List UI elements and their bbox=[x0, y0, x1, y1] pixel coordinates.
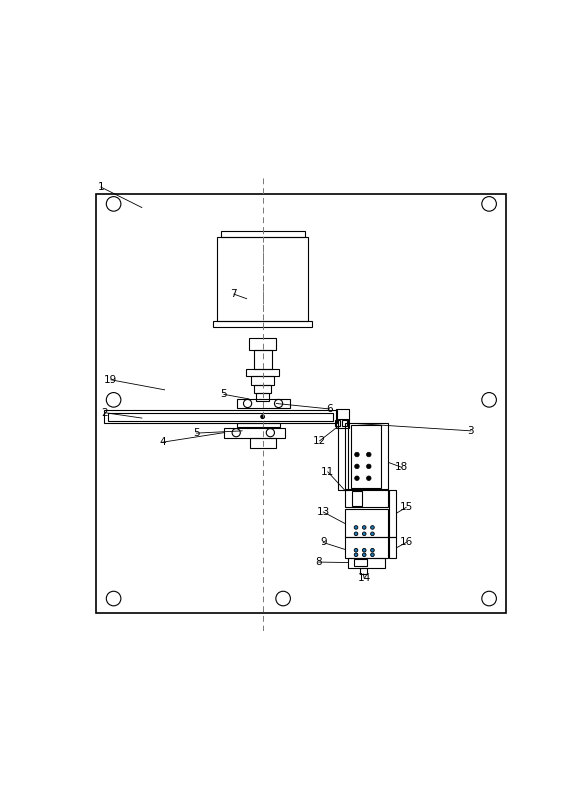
Bar bbox=[246, 369, 279, 376]
Circle shape bbox=[355, 464, 359, 469]
Bar bbox=[256, 392, 269, 401]
Bar bbox=[249, 338, 276, 350]
Bar bbox=[236, 400, 289, 407]
Circle shape bbox=[370, 532, 374, 535]
Bar bbox=[105, 411, 337, 423]
Text: 1: 1 bbox=[98, 182, 104, 192]
Circle shape bbox=[370, 553, 374, 557]
Text: 9: 9 bbox=[320, 538, 326, 547]
Circle shape bbox=[366, 476, 371, 480]
Bar bbox=[345, 538, 388, 558]
Bar bbox=[348, 558, 385, 567]
Bar bbox=[251, 376, 274, 385]
Text: 5: 5 bbox=[220, 389, 227, 400]
Text: 18: 18 bbox=[395, 463, 408, 472]
Bar bbox=[345, 423, 388, 490]
Circle shape bbox=[355, 452, 359, 457]
Text: 3: 3 bbox=[467, 426, 474, 435]
Circle shape bbox=[354, 548, 358, 552]
Bar bbox=[354, 559, 368, 566]
Text: 11: 11 bbox=[321, 467, 335, 477]
Text: 16: 16 bbox=[399, 538, 413, 547]
Text: 14: 14 bbox=[358, 574, 371, 583]
Circle shape bbox=[362, 532, 366, 535]
Text: 8: 8 bbox=[315, 557, 322, 567]
Circle shape bbox=[370, 548, 374, 552]
Bar bbox=[389, 538, 396, 558]
Circle shape bbox=[355, 476, 359, 480]
Bar bbox=[254, 385, 271, 392]
Text: 12: 12 bbox=[313, 436, 326, 446]
Bar bbox=[253, 350, 272, 369]
Bar bbox=[345, 489, 388, 507]
Text: 5: 5 bbox=[193, 428, 200, 438]
Bar bbox=[352, 491, 362, 506]
Bar bbox=[217, 237, 308, 321]
Text: 4: 4 bbox=[159, 437, 166, 447]
Circle shape bbox=[354, 553, 358, 557]
Bar bbox=[389, 490, 396, 538]
Bar bbox=[335, 420, 340, 426]
Circle shape bbox=[362, 526, 366, 529]
Bar bbox=[108, 412, 333, 421]
Circle shape bbox=[261, 415, 265, 419]
Circle shape bbox=[354, 532, 358, 535]
Bar bbox=[360, 567, 367, 574]
Bar bbox=[345, 509, 388, 538]
Bar bbox=[352, 425, 381, 488]
Text: 13: 13 bbox=[316, 507, 330, 517]
Bar bbox=[236, 423, 280, 427]
Bar bbox=[224, 427, 285, 438]
Text: 15: 15 bbox=[399, 503, 413, 512]
Circle shape bbox=[366, 452, 371, 457]
Circle shape bbox=[362, 548, 366, 552]
Bar bbox=[213, 321, 312, 327]
Bar bbox=[342, 420, 347, 426]
Text: 19: 19 bbox=[104, 375, 118, 385]
Text: 2: 2 bbox=[101, 407, 108, 418]
Circle shape bbox=[366, 464, 371, 469]
Text: 7: 7 bbox=[230, 289, 237, 299]
Bar bbox=[338, 419, 348, 490]
Circle shape bbox=[362, 553, 366, 557]
Bar bbox=[250, 438, 276, 447]
Circle shape bbox=[370, 526, 374, 529]
Bar bbox=[336, 409, 349, 427]
Circle shape bbox=[354, 526, 358, 529]
Text: 6: 6 bbox=[326, 404, 333, 414]
Bar bbox=[220, 231, 305, 237]
